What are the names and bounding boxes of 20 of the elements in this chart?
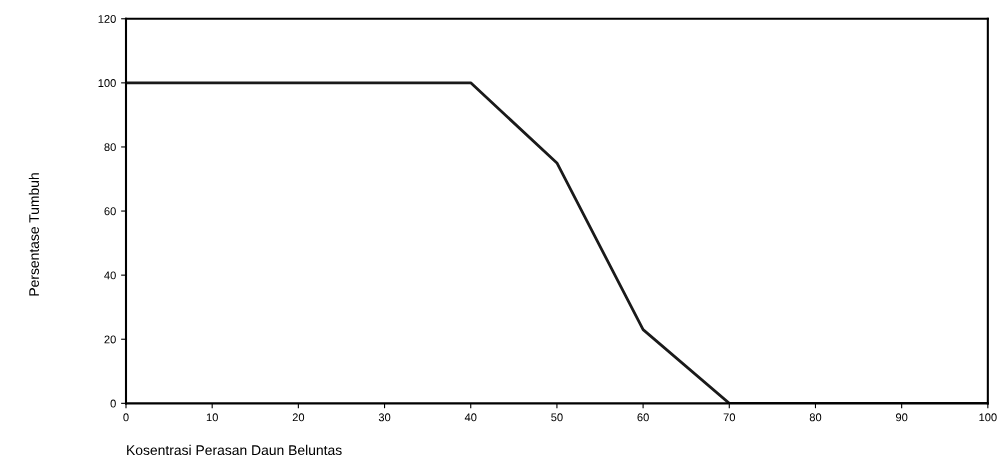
x-tick-label: 80 bbox=[809, 413, 822, 422]
x-tick-label: 90 bbox=[896, 413, 908, 422]
x-tick-label: 0 bbox=[123, 413, 129, 422]
y-tick-label: 100 bbox=[98, 79, 116, 87]
x-tick-label: 10 bbox=[206, 413, 218, 422]
x-tick-label: 20 bbox=[292, 413, 305, 422]
x-tick-label: 100 bbox=[979, 413, 997, 422]
y-tick-label: 0 bbox=[110, 399, 116, 408]
y-tick-label: 40 bbox=[104, 271, 116, 280]
y-tick-label: 60 bbox=[104, 207, 116, 216]
y-axis-title: Persentase Tumbuh bbox=[28, 173, 40, 296]
x-tick-label: 60 bbox=[637, 413, 649, 422]
x-axis-title: Kosentrasi Perasan Daun Beluntas bbox=[127, 444, 342, 456]
y-tick-label: 80 bbox=[104, 143, 116, 152]
x-tick-label: 70 bbox=[723, 413, 736, 422]
x-tick-label: 40 bbox=[464, 413, 477, 422]
y-tick-label: 20 bbox=[104, 335, 116, 344]
y-tick-label: 120 bbox=[98, 15, 116, 23]
x-tick-label: 50 bbox=[551, 413, 563, 422]
x-tick-label: 30 bbox=[378, 413, 391, 422]
